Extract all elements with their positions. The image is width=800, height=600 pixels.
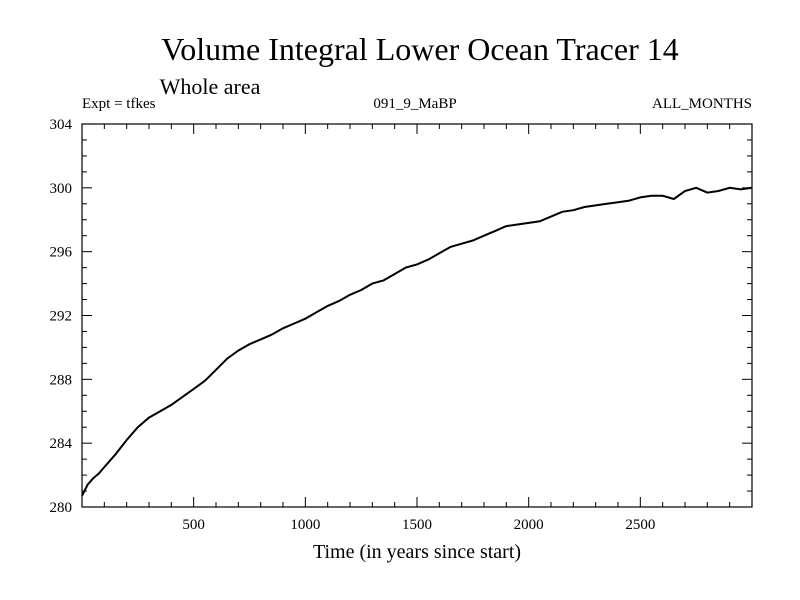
y-tick-label: 288: [50, 372, 73, 388]
plot-frame: [81, 123, 753, 508]
y-tick-label: 292: [50, 309, 73, 325]
plot-area: 500 1000 1500 2000 2500 280 284 288 292 296 300 304: [50, 117, 753, 533]
tick-label-layer: 500 1000 1500 2000 2500 280 284 288 292 296 300 304: [50, 117, 656, 533]
y-tick-label: 296: [50, 245, 73, 261]
y-tick-label: 280: [50, 500, 73, 516]
y-tick-label: 300: [50, 181, 73, 197]
expt-label: Expt = tfkes: [82, 96, 156, 112]
months-label: ALL_MONTHS: [652, 96, 752, 112]
x-tick-label: 1000: [290, 517, 320, 533]
series-line: [81, 186, 753, 497]
x-tick-label: 2500: [625, 517, 655, 533]
y-tick-label: 304: [50, 117, 73, 133]
tick-layer: [82, 124, 752, 507]
x-tick-label: 500: [182, 517, 205, 533]
y-tick-label: 284: [50, 436, 73, 452]
chart-subtitle: Whole area: [160, 74, 261, 99]
x-tick-label: 1500: [402, 517, 432, 533]
chart-title: Volume Integral Lower Ocean Tracer 14: [161, 31, 678, 67]
x-tick-label: 2000: [514, 517, 544, 533]
run-label: 091_9_MaBP: [373, 96, 456, 112]
x-axis-label: Time (in years since start): [313, 541, 521, 563]
